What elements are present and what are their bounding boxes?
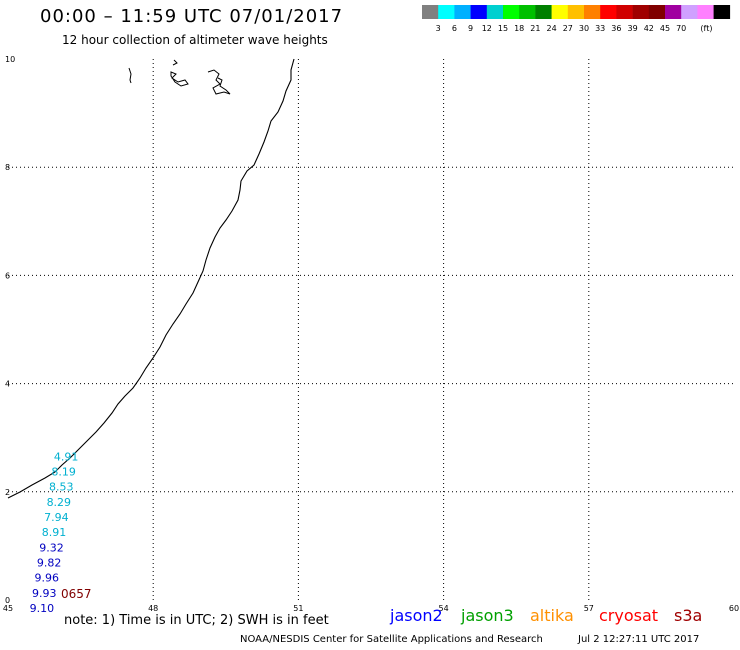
island — [207, 69, 231, 95]
x-tick-label: 60 — [729, 604, 739, 613]
satellite-label-cryosat: cryosat — [599, 606, 659, 625]
legend-swatch — [681, 5, 698, 19]
island — [172, 59, 178, 66]
wave-height-value: 9.10 — [30, 602, 55, 615]
wave-height-value: 9.96 — [34, 572, 59, 585]
legend-label: 39 — [628, 24, 638, 33]
x-tick-label: 45 — [3, 604, 13, 613]
color-legend: 3 6 9 12 15 18 21 24 27 30 33 36 39 42 45 70 (ft) — [422, 5, 731, 33]
legend-swatch — [713, 5, 731, 19]
y-tick-label: 6 — [5, 271, 10, 280]
legend-label: 21 — [530, 24, 540, 33]
axis-tick-labels: 45 48 51 54 57 60 0 2 4 6 8 10 — [3, 55, 739, 613]
y-tick-label: 10 — [5, 55, 15, 64]
legend-label: 18 — [514, 24, 524, 33]
wave-height-value: 8.91 — [42, 526, 67, 539]
legend-swatch — [697, 5, 714, 19]
legend-label: 9 — [468, 24, 473, 33]
legend-label: 6 — [452, 24, 457, 33]
wave-height-value: 9.82 — [37, 556, 62, 569]
x-tick-label: 51 — [293, 604, 303, 613]
legend-unit: (ft) — [700, 24, 712, 33]
satellite-label-jason3: jason3 — [461, 606, 514, 625]
wave-height-value: 7.94 — [44, 511, 69, 524]
timestamp-text: Jul 2 12:27:11 UTC 2017 — [578, 634, 700, 645]
legend-swatch — [600, 5, 617, 19]
wave-height-value: 9.32 — [39, 541, 64, 554]
x-tick-label: 57 — [584, 604, 594, 613]
legend-label: 33 — [595, 24, 605, 33]
legend-swatch — [616, 5, 633, 19]
legend-label: 36 — [611, 24, 621, 33]
legend-swatch — [632, 5, 650, 19]
legend-swatch — [470, 5, 488, 19]
legend-label: 45 — [660, 24, 670, 33]
legend-label: 15 — [498, 24, 508, 33]
legend-swatch — [422, 5, 439, 19]
legend-label: 12 — [482, 24, 492, 33]
legend-label: 3 — [436, 24, 441, 33]
wave-height-value: 8.29 — [47, 496, 72, 509]
wave-height-value: 9.93 — [32, 587, 57, 600]
legend-swatch — [519, 5, 536, 19]
island — [170, 71, 189, 87]
legend-swatch — [665, 5, 682, 19]
coastline — [7, 58, 295, 499]
note-text: note: 1) Time is in UTC; 2) SWH is in fe… — [64, 613, 329, 628]
legend-swatch — [584, 5, 601, 19]
legend-label: 27 — [563, 24, 573, 33]
grid-lines — [8, 59, 734, 600]
y-tick-label: 4 — [5, 380, 10, 389]
legend-label: 30 — [579, 24, 589, 33]
y-tick-label: 2 — [5, 488, 10, 497]
satellite-label-jason2: jason2 — [390, 606, 443, 625]
page-title: 00:00 – 11:59 UTC 07/01/2017 — [40, 6, 344, 27]
legend-label: 24 — [547, 24, 557, 33]
wave-height-value: 8.53 — [49, 481, 74, 494]
x-tick-label: 54 — [439, 604, 449, 613]
credit-text: NOAA/NESDIS Center for Satellite Applica… — [240, 634, 543, 645]
y-tick-label: 8 — [5, 163, 10, 172]
satellite-label-s3a: s3a — [674, 606, 703, 625]
wave-height-labels: 4.91 8.19 8.53 8.29 7.94 8.91 9.32 9.82 9.96 9.93… — [30, 450, 79, 615]
island — [128, 67, 132, 84]
page-subtitle: 12 hour collection of altimeter wave hei… — [62, 33, 328, 47]
legend-label: 42 — [644, 24, 654, 33]
map-panel: 45 48 51 54 57 60 0 2 4 6 8 10 4.91 8.19 8.53 8.29 7.94… — [3, 55, 739, 615]
legend-label: 70 — [676, 24, 686, 33]
legend-swatch — [551, 5, 569, 19]
legend-swatch — [486, 5, 504, 19]
legend-swatch — [503, 5, 520, 19]
y-tick-label: 0 — [5, 596, 10, 605]
wave-height-value: 4.91 — [54, 450, 79, 463]
legend-swatch — [438, 5, 455, 19]
x-tick-label: 48 — [148, 604, 158, 613]
legend-swatch — [567, 5, 585, 19]
legend-swatch — [454, 5, 471, 19]
pass-id-label: 0657 — [61, 587, 92, 601]
legend-swatch — [535, 5, 552, 19]
wave-height-value: 8.19 — [51, 466, 76, 479]
legend-swatch — [648, 5, 666, 19]
satellite-label-altika: altika — [530, 606, 574, 625]
